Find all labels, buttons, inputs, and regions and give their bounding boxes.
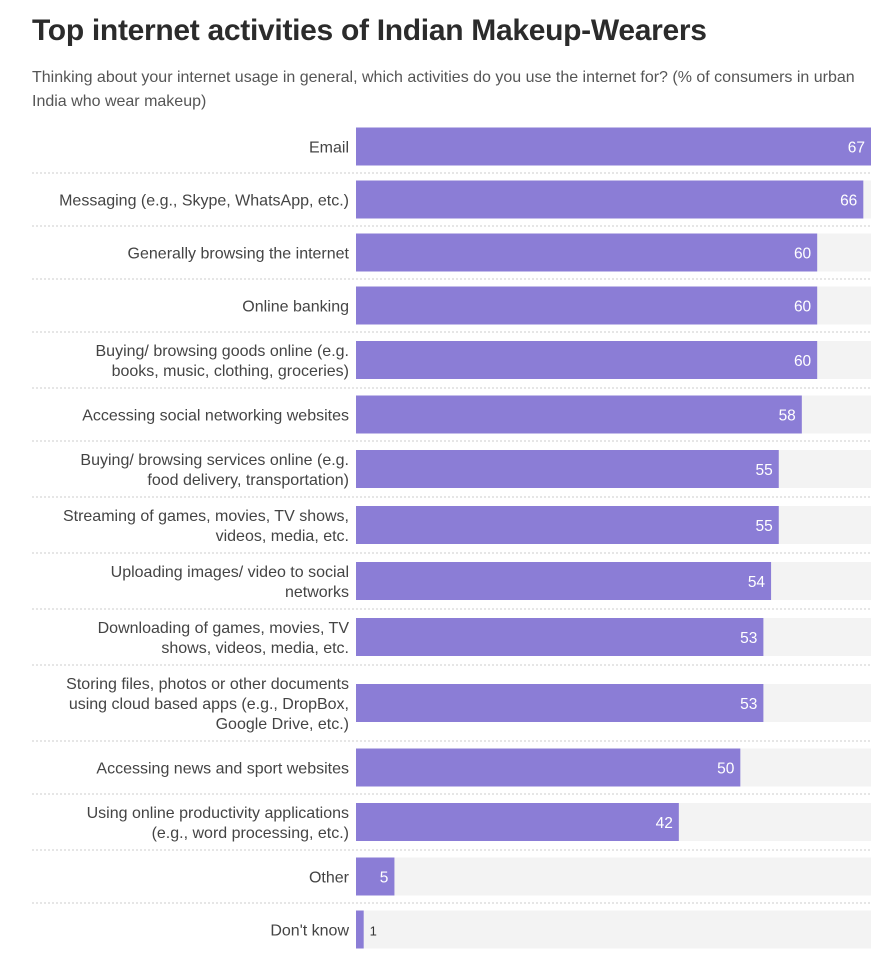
- category-label: Streaming of games, movies, TV shows,: [63, 508, 349, 525]
- category-label: Downloading of games, movies, TV: [98, 620, 350, 637]
- category-label: Buying/ browsing services online (e.g.: [80, 452, 349, 469]
- category-label: Buying/ browsing goods online (e.g.: [96, 343, 350, 360]
- category-label: Accessing social networking websites: [82, 408, 349, 425]
- category-label: Google Drive, etc.): [216, 716, 349, 733]
- data-label: 58: [779, 408, 796, 425]
- bar: [356, 395, 802, 434]
- bar: [356, 286, 818, 325]
- data-label: 60: [794, 299, 812, 316]
- bar: [356, 180, 864, 219]
- data-label: 67: [848, 140, 865, 157]
- bar-track: [356, 910, 871, 949]
- category-label: Don't know: [270, 923, 349, 940]
- category-label: Other: [309, 870, 350, 887]
- category-label: Using online productivity applications: [87, 805, 349, 822]
- data-label: 55: [756, 462, 773, 479]
- data-label: 60: [794, 246, 812, 263]
- category-label: books, music, clothing, groceries): [112, 363, 349, 380]
- category-label: videos, media, etc.: [216, 528, 349, 545]
- bar: [356, 910, 364, 949]
- data-label: 53: [740, 696, 757, 713]
- data-label: 50: [717, 761, 735, 778]
- bar: [356, 618, 764, 656]
- data-label: 42: [656, 815, 673, 832]
- bar: [356, 748, 741, 787]
- data-label: 1: [370, 924, 377, 939]
- bar: [356, 562, 772, 600]
- bar: [356, 506, 779, 544]
- bar: [356, 127, 871, 166]
- category-label: Generally browsing the internet: [128, 246, 350, 263]
- bar: [356, 233, 818, 272]
- category-label: food delivery, transportation): [147, 472, 349, 489]
- category-label: Online banking: [242, 299, 349, 316]
- category-label: shows, videos, media, etc.: [161, 640, 349, 657]
- category-label: (e.g., word processing, etc.): [152, 825, 349, 842]
- bar: [356, 341, 818, 379]
- data-label: 5: [380, 870, 389, 887]
- data-label: 54: [748, 574, 766, 591]
- data-label: 60: [794, 353, 812, 370]
- category-label: Email: [309, 140, 349, 157]
- data-label: 55: [756, 518, 773, 535]
- category-label: Accessing news and sport websites: [96, 761, 349, 778]
- category-label: using cloud based apps (e.g., DropBox,: [69, 696, 349, 713]
- data-label: 66: [840, 193, 857, 210]
- data-label: 53: [740, 630, 757, 647]
- bar: [356, 684, 764, 722]
- category-label: Messaging (e.g., Skype, WhatsApp, etc.): [59, 193, 349, 210]
- chart-subtitle: Thinking about your internet usage in ge…: [32, 69, 855, 110]
- bar: [356, 450, 779, 488]
- bar-track: [356, 857, 871, 896]
- bar: [356, 857, 395, 896]
- category-label: networks: [285, 584, 349, 601]
- category-label: Storing files, photos or other documents: [66, 676, 349, 693]
- category-label: Uploading images/ video to social: [111, 564, 349, 581]
- chart-title: Top internet activities of Indian Makeup…: [32, 14, 707, 47]
- bar: [356, 803, 679, 841]
